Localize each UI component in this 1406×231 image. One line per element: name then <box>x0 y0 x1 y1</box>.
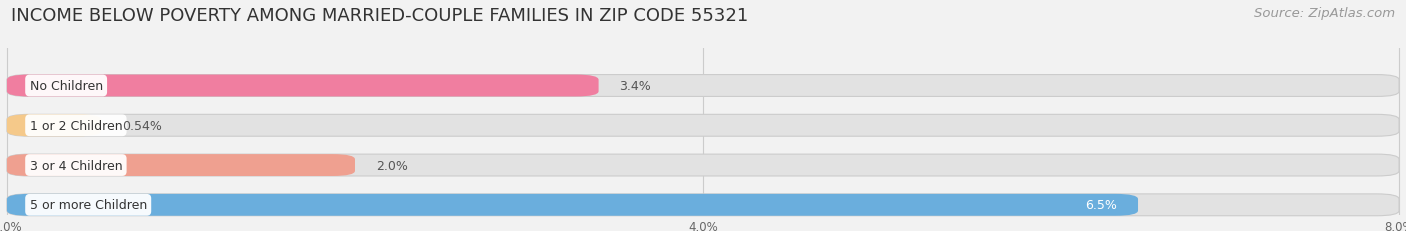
Text: 2.0%: 2.0% <box>375 159 408 172</box>
Text: 0.54%: 0.54% <box>122 119 162 132</box>
Text: 3 or 4 Children: 3 or 4 Children <box>30 159 122 172</box>
Text: 5 or more Children: 5 or more Children <box>30 198 146 211</box>
FancyBboxPatch shape <box>7 194 1137 216</box>
Text: 3.4%: 3.4% <box>620 80 651 93</box>
FancyBboxPatch shape <box>7 155 354 176</box>
Text: Source: ZipAtlas.com: Source: ZipAtlas.com <box>1254 7 1395 20</box>
Text: No Children: No Children <box>30 80 103 93</box>
FancyBboxPatch shape <box>7 115 1399 137</box>
Text: INCOME BELOW POVERTY AMONG MARRIED-COUPLE FAMILIES IN ZIP CODE 55321: INCOME BELOW POVERTY AMONG MARRIED-COUPL… <box>11 7 748 25</box>
FancyBboxPatch shape <box>7 115 101 137</box>
FancyBboxPatch shape <box>7 75 599 97</box>
FancyBboxPatch shape <box>7 194 1399 216</box>
FancyBboxPatch shape <box>7 155 1399 176</box>
FancyBboxPatch shape <box>7 75 1399 97</box>
Text: 1 or 2 Children: 1 or 2 Children <box>30 119 122 132</box>
Text: 6.5%: 6.5% <box>1085 198 1118 211</box>
